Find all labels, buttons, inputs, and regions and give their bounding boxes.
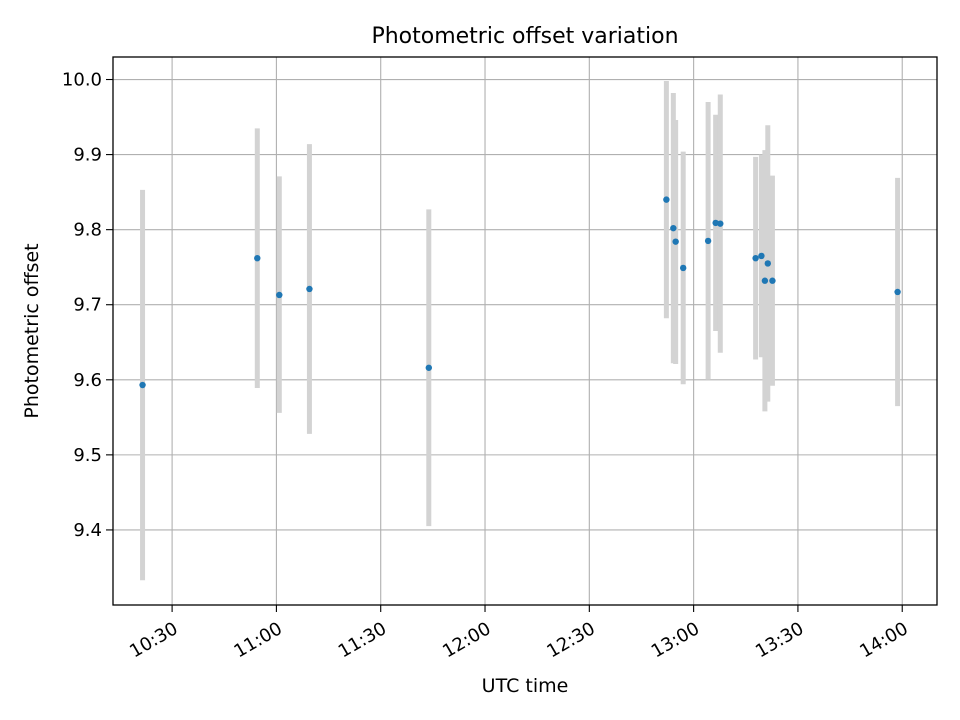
- data-point: [769, 277, 776, 284]
- y-tick-label: 9.8: [73, 220, 102, 241]
- chart-title: Photometric offset variation: [371, 24, 678, 49]
- x-tick-label: 13:30: [752, 618, 807, 662]
- data-point: [758, 252, 765, 260]
- x-tick-label: 12:30: [543, 618, 598, 662]
- data-point: [670, 224, 677, 232]
- x-tick-label: 11:30: [335, 618, 390, 662]
- y-tick-label: 9.4: [73, 520, 102, 541]
- data-point: [276, 291, 283, 299]
- data-point: [679, 264, 687, 272]
- data-point: [425, 364, 433, 371]
- data-point: [761, 277, 769, 284]
- x-tick-label: 14:00: [856, 618, 911, 662]
- data-point: [663, 196, 670, 203]
- y-axis-ticks: 9.4 9.5 9.6 9.7 9.8 9.9 10.0: [62, 70, 113, 541]
- x-axis-label: UTC time: [482, 675, 569, 697]
- error-bars: [140, 81, 901, 581]
- x-tick-label: 12:00: [439, 618, 494, 662]
- y-tick-label: 9.6: [73, 370, 102, 391]
- y-tick-label: 9.7: [73, 295, 102, 316]
- data-point: [704, 237, 712, 245]
- data-point: [306, 285, 313, 293]
- data-point: [717, 220, 724, 227]
- x-axis-ticks: 10:30 11:00 11:30 12:00 12:30 13:00 13:30 14:00: [126, 605, 912, 662]
- data-point: [672, 238, 679, 245]
- y-tick-label: 9.9: [73, 145, 102, 166]
- data-points: [139, 196, 901, 389]
- data-point: [139, 381, 146, 389]
- x-tick-label: 10:30: [126, 618, 181, 662]
- x-tick-label: 13:00: [648, 618, 703, 662]
- data-point: [752, 254, 759, 262]
- data-point: [894, 288, 901, 296]
- y-tick-label: 10.0: [62, 70, 102, 91]
- y-axis-label: Photometric offset: [21, 243, 43, 418]
- grid-lines: [113, 57, 937, 605]
- y-tick-label: 9.5: [73, 445, 102, 466]
- x-tick-label: 11:00: [230, 618, 285, 662]
- plot-frame: [112, 56, 938, 606]
- data-point: [254, 254, 261, 262]
- data-point: [764, 260, 771, 267]
